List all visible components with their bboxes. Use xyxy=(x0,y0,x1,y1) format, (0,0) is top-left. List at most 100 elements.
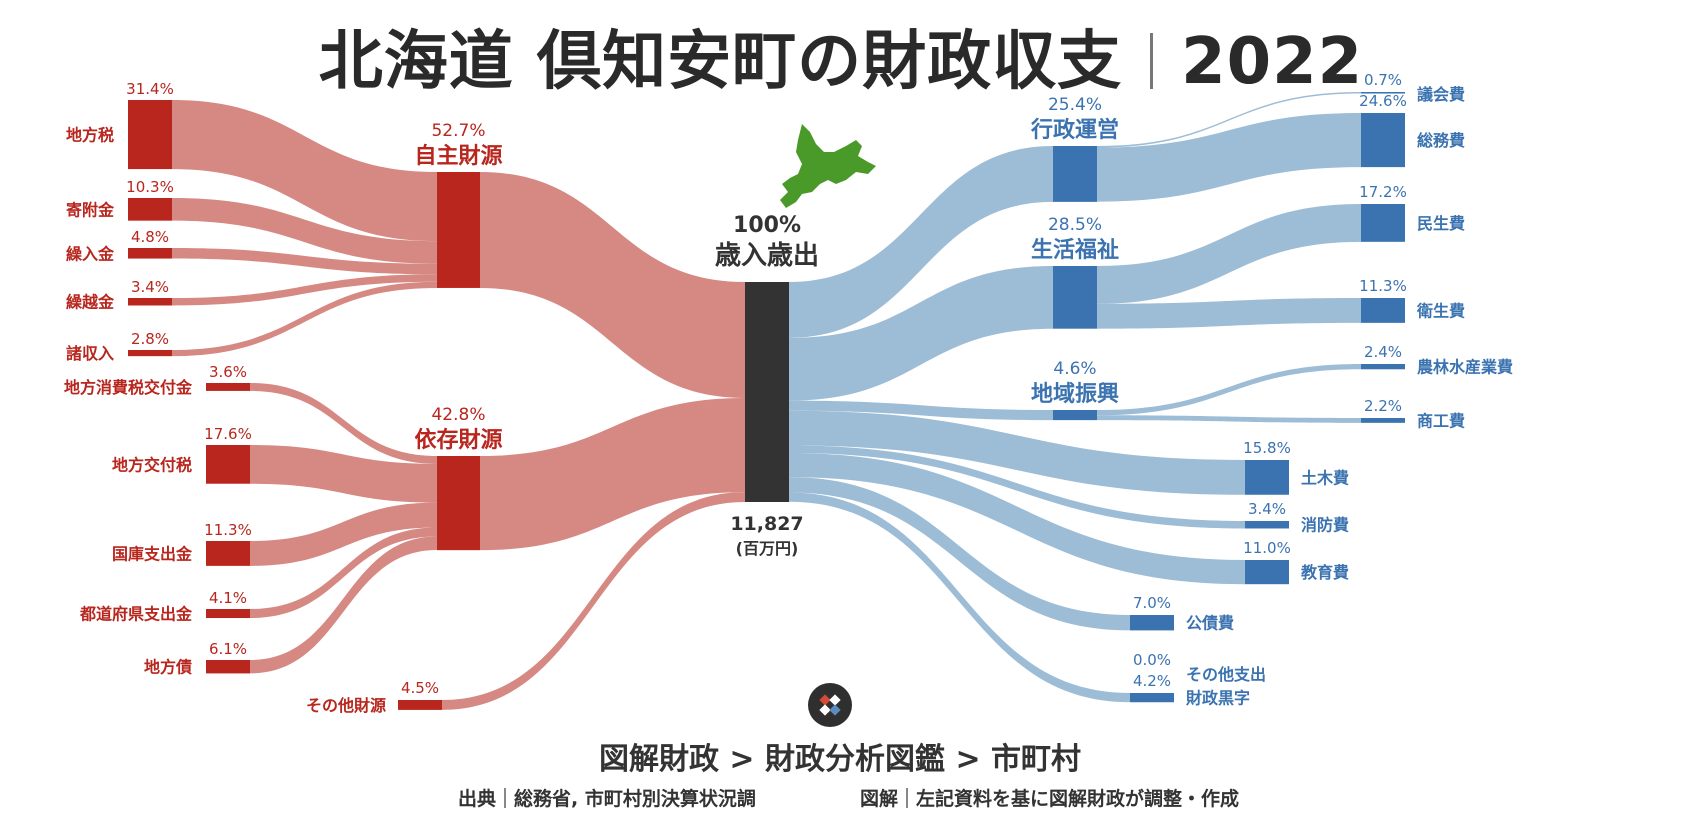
expense-item-node xyxy=(1361,418,1405,423)
revenue-item-pct-label: 4.1% xyxy=(209,589,247,607)
expense-direct-node xyxy=(1245,560,1289,585)
breadcrumb: 図解財政 > 財政分析図鑑 > 市町村 xyxy=(598,742,1082,777)
revenue-item-pct-label: 11.3% xyxy=(204,521,252,539)
expense-direct-node xyxy=(1130,615,1174,631)
expense-item-flow xyxy=(1097,92,1361,148)
expense-item-pct-label: 0.7% xyxy=(1364,71,1402,89)
expense-direct-flow xyxy=(789,477,1130,631)
expense-item-name-label: 民生費 xyxy=(1417,214,1465,233)
expense-direct-name-label: 消防費 xyxy=(1301,516,1349,535)
source-text: 総務省, 市町村別決算状況調 xyxy=(514,788,756,810)
expense-group-pct-label: 4.6% xyxy=(1053,359,1096,379)
expense-item-pct-label: 2.4% xyxy=(1364,343,1402,361)
center-unit-label: (百万円) xyxy=(736,539,799,558)
expense-direct-name-label: 土木費 xyxy=(1301,468,1349,487)
revenue-item-pct-label: 3.4% xyxy=(131,278,169,296)
expense-item-name-label: 総務費 xyxy=(1417,131,1465,150)
expense-item-flow xyxy=(1097,415,1361,423)
revenue-item-flow xyxy=(250,527,437,619)
expense-direct-flow xyxy=(789,492,1130,703)
revenue-group-node xyxy=(437,172,480,288)
expense-item-node xyxy=(1361,364,1405,370)
expense-item-flow xyxy=(1097,364,1361,416)
revenue-item-name-label: 地方債 xyxy=(144,658,192,677)
revenue-item-name-label: 繰越金 xyxy=(66,293,115,312)
revenue-item-flow xyxy=(250,445,437,503)
chart-credit-divider xyxy=(906,788,909,808)
hokkaido-map-icon xyxy=(780,124,876,208)
revenue-group-pct-label: 52.7% xyxy=(431,121,485,141)
title-text: 北海道 倶知安町の財政収支 xyxy=(318,25,1123,99)
expense-direct-pct-label: 15.8% xyxy=(1243,439,1291,457)
expense-group-node xyxy=(1053,410,1097,421)
expense-item-name-label: 商工費 xyxy=(1417,411,1465,430)
revenue-item-node xyxy=(128,248,172,259)
zukai-zaisei-logo-icon xyxy=(808,683,852,727)
expense-group-name-label: 生活福祉 xyxy=(1031,238,1119,263)
revenue-item-pct-label: 4.8% xyxy=(131,228,169,246)
expense-direct-flow xyxy=(789,410,1245,495)
revenue-item-flow xyxy=(250,502,437,566)
label-layer: 100% 歳入歳出 11,827 (百万円) 52.7%自主財源 31.4% 地方税 10.3… xyxy=(64,71,1513,715)
expense-item-pct-label: 11.3% xyxy=(1359,277,1407,295)
revenue-other-flow xyxy=(442,492,745,710)
expense-item-pct-label: 24.6% xyxy=(1359,92,1407,110)
revenue-item-name-label: 地方税 xyxy=(66,126,114,145)
revenue-item-pct-label: 2.8% xyxy=(131,330,169,348)
center-title-label: 歳入歳出 xyxy=(715,241,819,271)
revenue-other-node xyxy=(398,700,442,710)
flow-layer xyxy=(172,92,1361,710)
expense-direct-node xyxy=(1245,460,1289,495)
node-layer xyxy=(128,92,1405,710)
title-year: 2022 xyxy=(1181,25,1364,99)
expense-direct-name-label: 公債費 xyxy=(1186,614,1234,633)
revenue-item-flow xyxy=(172,248,437,275)
source-credit: 出典 総務省, 市町村別決算状況調 xyxy=(458,784,756,811)
revenue-group-name-label: 依存財源 xyxy=(414,427,502,453)
expense-direct-name-label: その他支出 xyxy=(1186,665,1266,684)
revenue-item-flow xyxy=(172,281,437,357)
revenue-item-pct-label: 6.1% xyxy=(209,640,247,658)
expense-group-name-label: 行政運営 xyxy=(1030,117,1119,143)
revenue-other-name-label: その他財源 xyxy=(306,696,386,715)
expense-group-flow xyxy=(789,400,1053,421)
expense-group-flow xyxy=(789,146,1053,338)
revenue-group-name-label: 自主財源 xyxy=(414,143,502,169)
expense-direct-flow xyxy=(789,452,1245,585)
expense-direct-node xyxy=(1245,521,1289,529)
expense-direct-node xyxy=(1130,693,1174,703)
center-percent-label: 100% xyxy=(733,213,801,238)
expense-item-node xyxy=(1361,92,1405,94)
expense-direct-pct-label: 7.0% xyxy=(1133,594,1171,612)
revenue-item-node xyxy=(206,445,250,484)
expense-item-node xyxy=(1361,113,1405,168)
revenue-item-pct-label: 31.4% xyxy=(126,80,174,98)
revenue-item-node xyxy=(206,609,250,619)
expense-group-pct-label: 25.4% xyxy=(1048,95,1102,115)
expense-direct-pct-label: 0.0% xyxy=(1133,651,1171,669)
revenue-item-flow xyxy=(250,383,437,464)
expense-item-flow xyxy=(1097,113,1361,202)
expense-direct-flow xyxy=(789,445,1245,529)
revenue-item-flow xyxy=(172,198,437,264)
expense-group-node xyxy=(1053,266,1097,329)
chart-credit-label: 図解 xyxy=(860,788,899,810)
center-node xyxy=(745,282,789,502)
revenue-group-flow xyxy=(480,172,745,398)
chart-credit-text: 左記資料を基に図解財政が調整・作成 xyxy=(916,788,1240,810)
revenue-item-flow xyxy=(172,274,437,306)
revenue-item-node xyxy=(128,298,172,306)
revenue-group-pct-label: 42.8% xyxy=(431,405,485,425)
expense-group-pct-label: 28.5% xyxy=(1048,215,1102,235)
revenue-other-pct-label: 4.5% xyxy=(401,679,439,697)
expense-item-node xyxy=(1361,204,1405,242)
revenue-item-name-label: 地方消費税交付金 xyxy=(64,378,193,397)
revenue-item-node xyxy=(128,100,172,170)
title-separator xyxy=(1150,33,1154,89)
revenue-item-name-label: 都道府県支出金 xyxy=(79,605,193,624)
expense-group-name-label: 地域振興 xyxy=(1031,381,1119,407)
revenue-item-flow xyxy=(172,100,437,242)
revenue-item-node xyxy=(206,383,250,391)
